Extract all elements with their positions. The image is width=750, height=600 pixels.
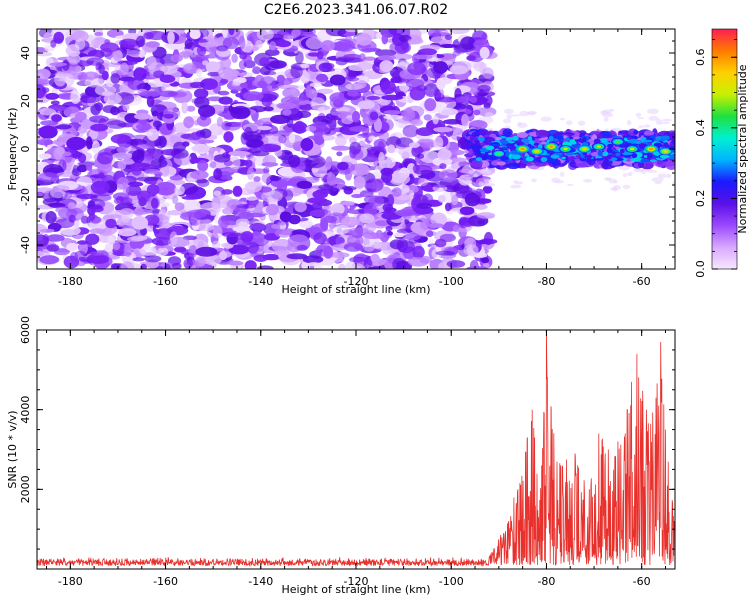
bright-spot	[663, 150, 668, 153]
x-tick-label: -60	[633, 275, 651, 288]
y-tick-label: 20	[19, 94, 32, 108]
y-tick-label: 0	[19, 146, 32, 153]
snr-axes: -180 -160 -140 -120 -100 -80 -60 2000 4000 6000 He…	[6, 316, 675, 596]
x-tick-label: -140	[248, 275, 273, 288]
x-tick-label: -160	[153, 575, 178, 588]
bright-spot	[615, 140, 621, 143]
colorbar: 0.0 0.2 0.4 0.6 Normalized spectral amplitud…	[694, 28, 749, 278]
snr-ylabel: SNR (10 * v/v)	[6, 410, 19, 488]
y-tick-label: -20	[19, 188, 32, 206]
x-tick-label: -100	[439, 575, 464, 588]
spectrogram-panel: -180 -160 -140 -120 -100 -80 -60 -40 -20 0 20 40 Hei…	[6, 28, 676, 296]
figure-title: C2E6.2023.341.06.07.R02	[264, 2, 448, 18]
snr-panel: -180 -160 -140 -120 -100 -80 -60 2000 4000 6000 He…	[6, 316, 676, 596]
spectrogram-heatmap	[37, 29, 675, 269]
bright-spot	[534, 150, 540, 153]
colorbar-tick-label: 0.4	[694, 119, 707, 137]
snr-series-line	[37, 330, 675, 567]
snr-frame	[36, 329, 676, 570]
x-tick-label: -140	[248, 575, 273, 588]
spectrogram-xlabel: Height of straight line (km)	[281, 283, 430, 296]
y-tick-label: 40	[19, 46, 32, 60]
snr-xlabel: Height of straight line (km)	[281, 583, 430, 596]
bright-spot	[549, 145, 554, 148]
x-tick-label: -60	[633, 575, 651, 588]
signal-band	[464, 127, 675, 170]
colorbar-tick-label: 0.0	[694, 260, 707, 278]
bright-spot	[596, 145, 601, 148]
colorbar-tick-label: 0.6	[694, 48, 707, 65]
x-tick-label: -80	[537, 575, 555, 588]
colorbar-gradient	[712, 29, 737, 269]
y-tick-label: -40	[19, 236, 32, 254]
spectrogram-axes: -180 -160 -140 -120 -100 -80 -60 -40 -20 0 20 40 Hei…	[6, 28, 675, 296]
bright-spot	[582, 147, 587, 151]
x-tick-label: -180	[58, 575, 83, 588]
x-tick-label: -120	[344, 275, 369, 288]
x-tick-label: -160	[153, 275, 178, 288]
bright-spot	[563, 147, 568, 151]
x-tick-label: -120	[344, 575, 369, 588]
noise-region	[37, 29, 498, 269]
colorbar-tick-label: 0.2	[694, 190, 707, 208]
y-tick-label: 2000	[19, 475, 32, 503]
x-tick-label: -80	[537, 275, 555, 288]
x-tick-label: -180	[58, 275, 83, 288]
bright-spot	[649, 147, 654, 151]
bright-spot	[496, 152, 501, 155]
x-tick-label: -100	[439, 275, 464, 288]
spectrogram-ylabel: Frequency (Hz)	[6, 108, 19, 191]
bright-spot	[520, 147, 525, 151]
y-tick-label: 6000	[19, 316, 32, 344]
y-tick-label: 4000	[19, 396, 32, 424]
bright-spot	[629, 147, 635, 151]
colorbar-label: Normalized spectral amplitude	[736, 64, 749, 233]
